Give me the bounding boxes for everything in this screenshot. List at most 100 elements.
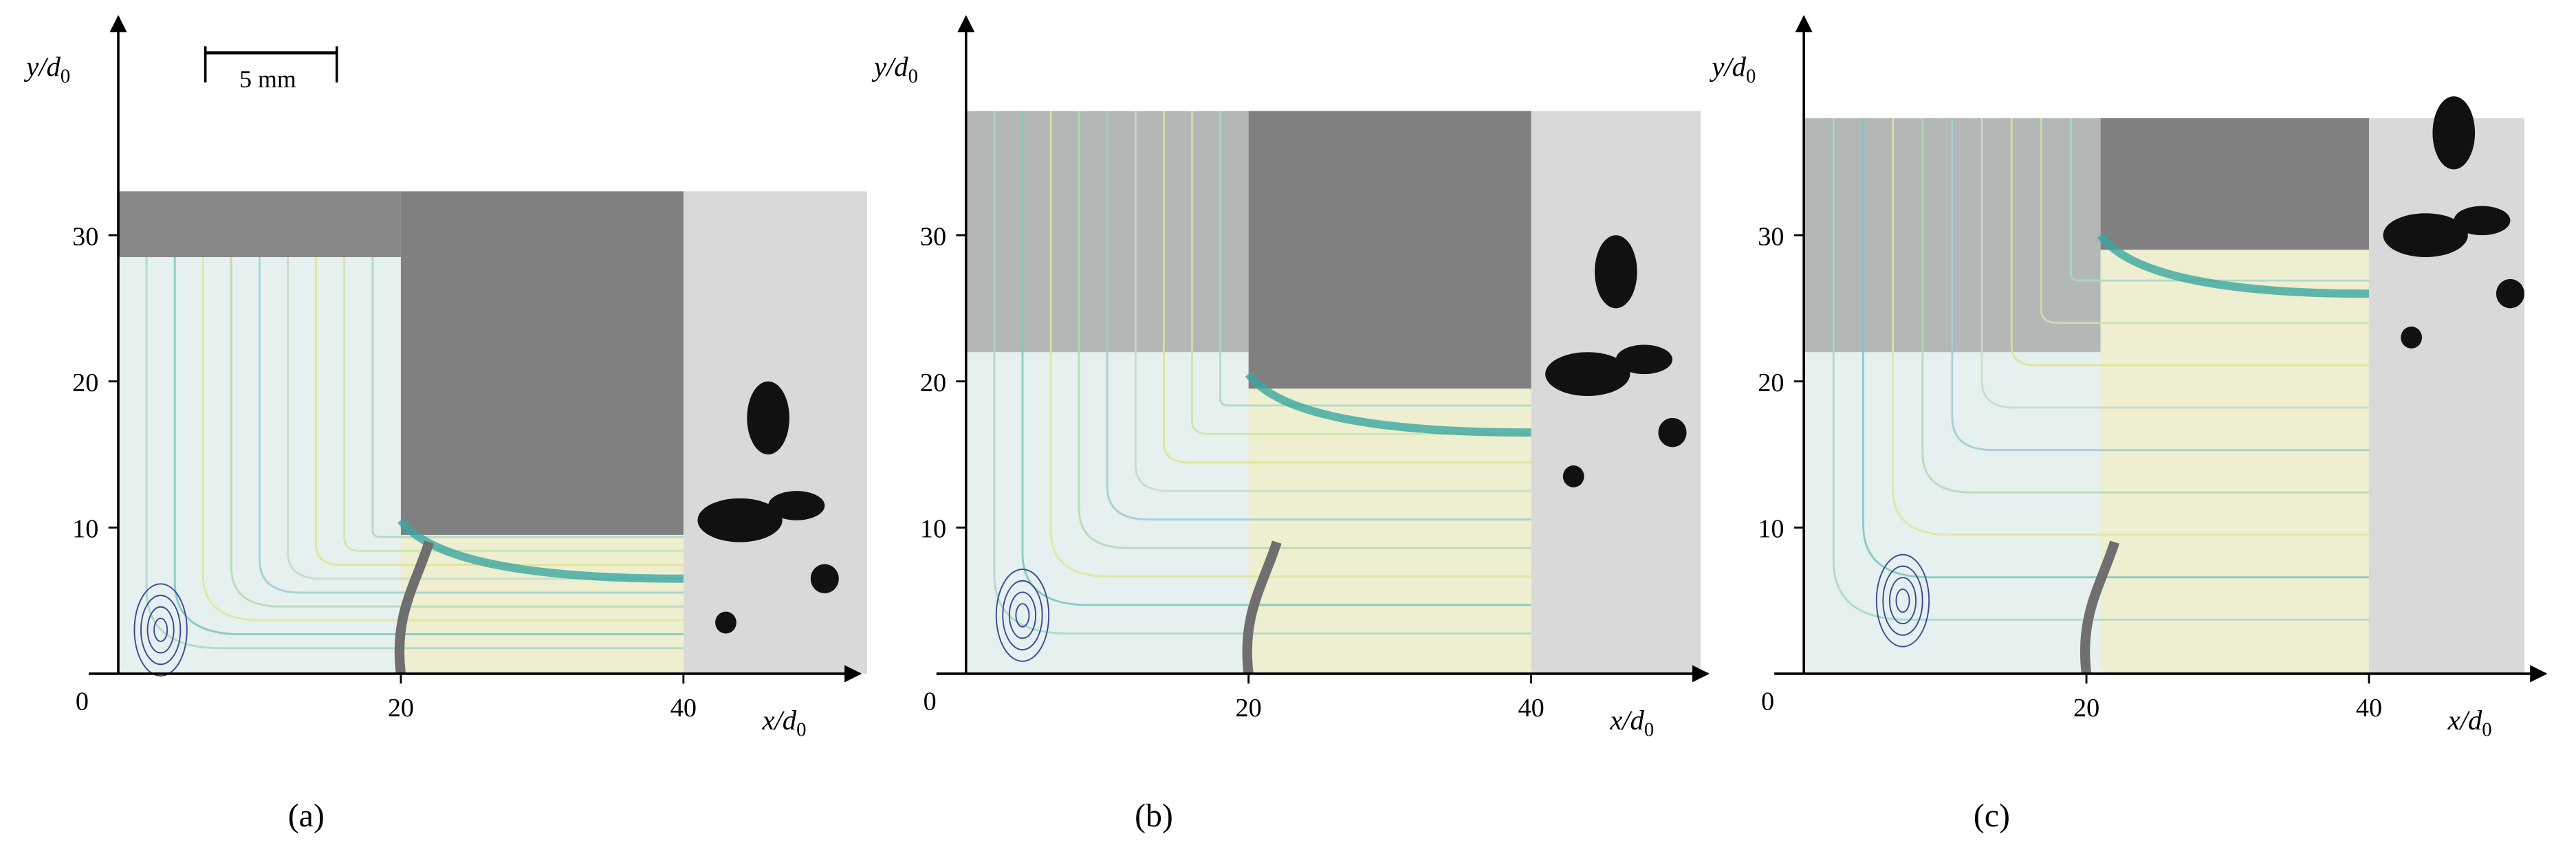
streamline: [145, 256, 684, 650]
droplet: [697, 498, 783, 542]
photo-region: [2368, 118, 2524, 674]
streamline: [315, 256, 684, 566]
vortex: [1015, 603, 1030, 628]
streamline: [287, 256, 684, 580]
panel-label: (a): [288, 798, 325, 834]
y-tick-label: 10: [920, 515, 946, 544]
vortex: [146, 606, 175, 654]
x-axis-label: x/d0: [2447, 705, 2492, 741]
streamline: [1219, 111, 1531, 407]
x-axis-label-text: x/d: [2447, 705, 2482, 736]
vortex: [1002, 580, 1043, 651]
streamline: [1832, 118, 2369, 621]
shear-layer: [2097, 232, 2369, 298]
flow-bottom: [2100, 250, 2369, 674]
x-axis-label-subscript: 0: [1644, 719, 1654, 741]
vortex: [153, 617, 168, 642]
droplet: [810, 564, 839, 594]
x-tick-label: 0: [924, 688, 937, 716]
vortex: [1895, 588, 1910, 613]
y-axis-label-subscript: 0: [61, 65, 70, 87]
liquid-jet: [394, 540, 434, 674]
vortex: [133, 583, 188, 677]
panel-label: (b): [1135, 798, 1173, 834]
streamline: [173, 256, 684, 635]
x-tick-label: 20: [1236, 694, 1262, 723]
y-axis-label: y/d0: [23, 51, 70, 87]
x-axis-label: x/d0: [762, 705, 807, 741]
mask-block: [1248, 111, 1531, 389]
x-axis-label-text: x/d: [762, 705, 797, 736]
x-tick-label: 20: [388, 694, 414, 723]
streamline: [343, 256, 684, 552]
droplet: [715, 611, 736, 634]
droplet: [2401, 326, 2423, 349]
vortex: [1888, 577, 1917, 625]
y-axis-label-text: y/d: [23, 51, 61, 82]
x-tick-label: 0: [76, 688, 89, 716]
y-axis-label: y/d0: [871, 51, 918, 87]
streamline: [1191, 111, 1531, 435]
vortex: [995, 569, 1050, 662]
vortex: [1008, 591, 1037, 639]
x-axis-label-text: x/d: [1609, 705, 1644, 736]
streamline: [1021, 111, 1531, 606]
y-tick-label: 30: [1758, 222, 1784, 251]
droplet: [2383, 213, 2468, 257]
streamline: [1078, 111, 1531, 549]
streamline: [1980, 118, 2369, 409]
mask-top: [118, 191, 401, 257]
streamline: [2070, 118, 2369, 282]
x-tick-label: 40: [670, 694, 697, 723]
flow-bottom: [400, 534, 684, 674]
y-axis-label-text: y/d: [1709, 51, 1746, 82]
droplet: [1595, 235, 1637, 309]
streamline: [1892, 118, 2369, 536]
x-axis-label-subscript: 0: [2482, 719, 2491, 741]
x-tick-label: 40: [1518, 694, 1544, 723]
scale-bar: 5 mm: [204, 46, 338, 93]
droplet: [1562, 465, 1584, 487]
droplet: [2432, 96, 2476, 170]
streamline: [259, 256, 684, 594]
y-axis-label-subscript: 0: [1746, 65, 1756, 87]
x-axis-label-subscript: 0: [796, 719, 806, 741]
streamline: [1951, 118, 2369, 452]
photo-region: [1531, 111, 1701, 674]
streamline: [993, 111, 1531, 635]
droplet: [1545, 352, 1630, 396]
streamline: [1106, 111, 1531, 521]
droplet: [2454, 206, 2511, 236]
y-tick-label: 20: [920, 368, 946, 397]
x-tick-label: 20: [2073, 694, 2099, 723]
streamline: [1162, 111, 1531, 464]
droplet: [1658, 417, 1687, 448]
y-axis-label-text: y/d: [871, 51, 908, 82]
streamline: [371, 256, 684, 538]
liquid-jet: [1242, 540, 1282, 674]
y-tick-label: 20: [72, 368, 98, 397]
x-tick-label: 40: [2356, 694, 2382, 723]
streamline: [230, 256, 684, 608]
y-axis-label-subscript: 0: [908, 65, 918, 87]
streamline: [1862, 118, 2369, 579]
streamline: [1049, 111, 1531, 578]
y-tick-label: 10: [72, 515, 98, 544]
vortex: [1875, 553, 1930, 648]
y-tick-label: 30: [920, 222, 946, 251]
streamline: [2010, 118, 2369, 366]
vortex: [140, 595, 182, 666]
vortex: [1882, 565, 1923, 636]
streamline: [1134, 111, 1531, 492]
x-axis-label: x/d0: [1609, 705, 1654, 741]
streamline: [1921, 118, 2369, 494]
mask-block: [2100, 118, 2369, 250]
y-tick-label: 10: [1758, 515, 1784, 544]
droplet: [2496, 278, 2524, 309]
droplet: [768, 491, 825, 520]
shear-layer: [397, 518, 684, 583]
